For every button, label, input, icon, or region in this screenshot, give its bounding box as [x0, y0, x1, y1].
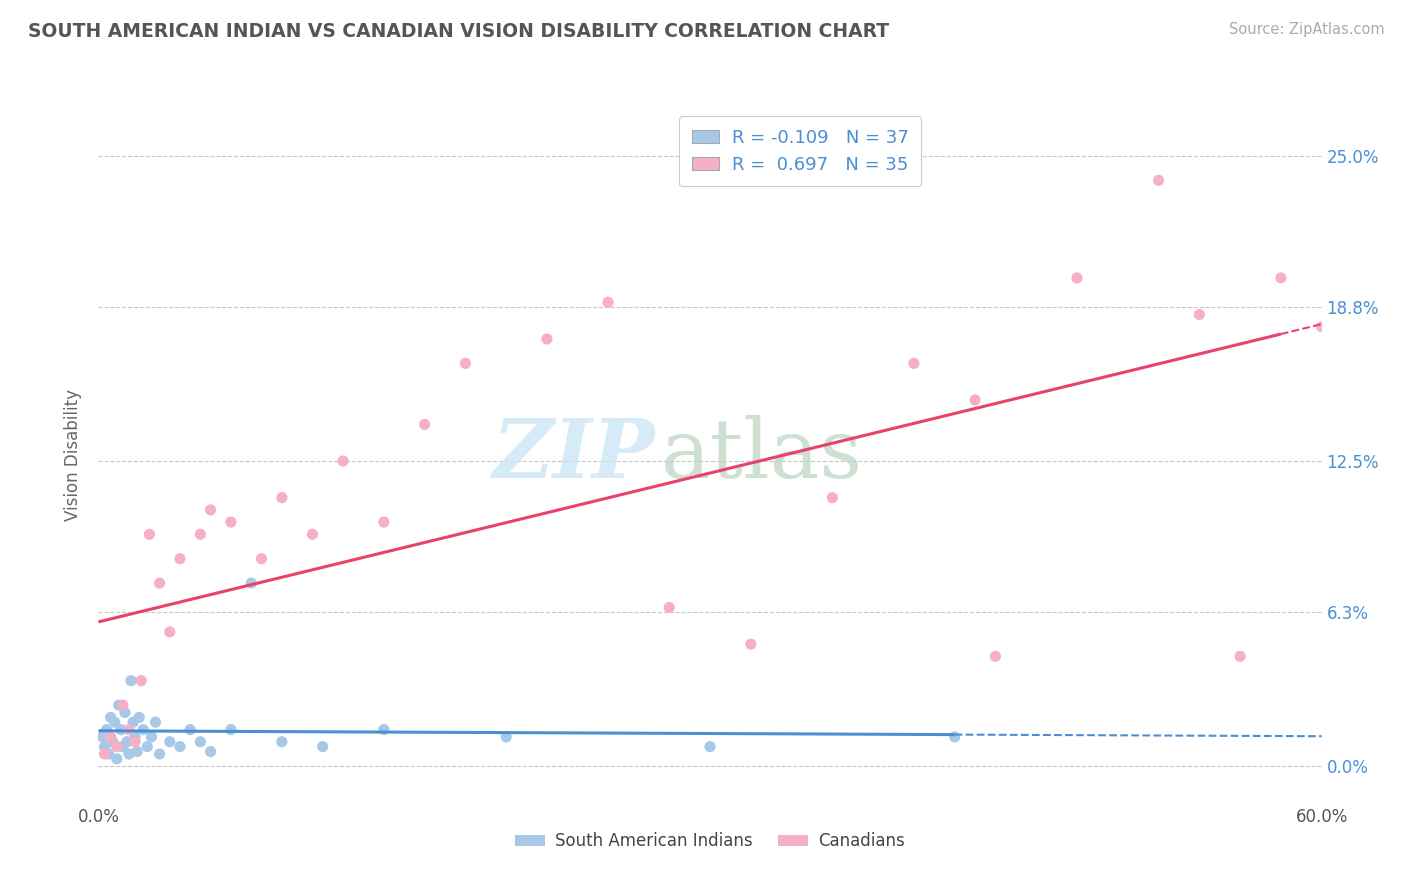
- Point: [965, 392, 987, 407]
- Point: [93, 747, 115, 761]
- Point: [138, 527, 160, 541]
- Point: [200, 745, 222, 759]
- Point: [159, 624, 181, 639]
- Point: [903, 356, 925, 370]
- Point: [699, 739, 721, 754]
- Point: [536, 332, 558, 346]
- Point: [128, 710, 150, 724]
- Y-axis label: Vision Disability: Vision Disability: [65, 389, 83, 521]
- Point: [495, 730, 517, 744]
- Point: [373, 723, 395, 737]
- Point: [122, 715, 145, 730]
- Point: [114, 706, 136, 720]
- Point: [132, 723, 155, 737]
- Point: [1229, 649, 1251, 664]
- Point: [200, 503, 222, 517]
- Point: [115, 735, 138, 749]
- Point: [240, 576, 263, 591]
- Point: [1066, 271, 1088, 285]
- Point: [169, 551, 191, 566]
- Point: [111, 698, 134, 713]
- Point: [454, 356, 477, 370]
- Text: SOUTH AMERICAN INDIAN VS CANADIAN VISION DISABILITY CORRELATION CHART: SOUTH AMERICAN INDIAN VS CANADIAN VISION…: [28, 22, 889, 41]
- Point: [110, 723, 132, 737]
- Point: [104, 715, 127, 730]
- Point: [821, 491, 844, 505]
- Point: [136, 739, 159, 754]
- Point: [658, 600, 681, 615]
- Point: [1147, 173, 1170, 187]
- Point: [740, 637, 762, 651]
- Point: [301, 527, 323, 541]
- Point: [124, 735, 146, 749]
- Point: [159, 735, 181, 749]
- Point: [91, 730, 114, 744]
- Text: atlas: atlas: [661, 415, 863, 495]
- Point: [149, 576, 172, 591]
- Point: [97, 747, 120, 761]
- Point: [596, 295, 619, 310]
- Point: [270, 491, 294, 505]
- Point: [413, 417, 436, 432]
- Point: [141, 730, 163, 744]
- Point: [118, 747, 141, 761]
- Point: [111, 739, 134, 754]
- Point: [145, 715, 167, 730]
- Point: [188, 735, 212, 749]
- Text: ZIP: ZIP: [492, 415, 655, 495]
- Point: [373, 515, 395, 529]
- Point: [120, 673, 142, 688]
- Point: [118, 723, 141, 737]
- Point: [250, 551, 273, 566]
- Point: [124, 730, 146, 744]
- Point: [312, 739, 335, 754]
- Point: [149, 747, 172, 761]
- Legend: South American Indians, Canadians: South American Indians, Canadians: [509, 826, 911, 857]
- Point: [100, 710, 122, 724]
- Point: [270, 735, 294, 749]
- Point: [105, 739, 128, 754]
- Point: [188, 527, 212, 541]
- Point: [1310, 319, 1333, 334]
- Point: [100, 730, 122, 744]
- Point: [129, 673, 152, 688]
- Point: [1188, 308, 1211, 322]
- Point: [108, 698, 131, 713]
- Text: Source: ZipAtlas.com: Source: ZipAtlas.com: [1229, 22, 1385, 37]
- Point: [93, 739, 115, 754]
- Point: [1270, 271, 1292, 285]
- Point: [127, 745, 149, 759]
- Point: [219, 723, 242, 737]
- Point: [984, 649, 1007, 664]
- Point: [332, 454, 354, 468]
- Point: [105, 752, 128, 766]
- Point: [943, 730, 966, 744]
- Point: [179, 723, 201, 737]
- Point: [96, 723, 118, 737]
- Point: [219, 515, 242, 529]
- Point: [169, 739, 191, 754]
- Point: [101, 735, 124, 749]
